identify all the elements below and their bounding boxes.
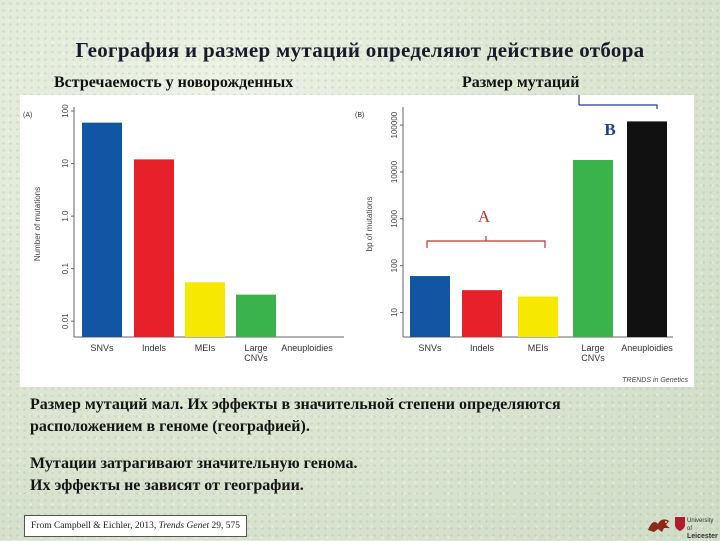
y-axis-label: bp of mutations xyxy=(365,197,374,252)
shield-icon xyxy=(675,517,685,531)
bar-charts: (A) 0.01 0.1 1.0 10 100 Number of mutations SNV… xyxy=(23,95,688,384)
subtitle-newborn-frequency: Встречаемость у новорожденных xyxy=(54,74,294,91)
paragraph-line: Мутации затрагивают значительную генома. xyxy=(30,455,358,472)
y-tick-label: 10 xyxy=(390,308,399,317)
bar-meis xyxy=(185,282,225,337)
subtitle-mutation-size: Размер мутаций xyxy=(462,74,580,91)
panel-label: (A) xyxy=(23,112,32,119)
paragraph-line: Их эффекты не зависят от географии. xyxy=(30,477,304,494)
logo-text-line: Leicester xyxy=(687,533,718,540)
bracket-b xyxy=(578,95,658,109)
bar-meis xyxy=(518,296,558,337)
citation-suffix: 29, 575 xyxy=(209,521,241,531)
bracket-a xyxy=(426,240,546,248)
y-tick-label: 100000 xyxy=(390,111,399,138)
y-tick-label: 10 xyxy=(61,159,70,168)
slide-title: География и размер мутаций определяют де… xyxy=(75,38,645,62)
y-tick-label: 1.0 xyxy=(61,210,70,222)
y-tick-label: 1000 xyxy=(390,209,399,227)
paragraph-large-mutations: Мутации затрагивают значительную генома.… xyxy=(30,453,710,497)
citation-box: From Campbell & Eichler, 2013, Trends Ge… xyxy=(24,515,248,537)
x-tick-label: CNVs xyxy=(244,353,268,363)
annotation-a: A xyxy=(478,207,491,226)
bar-snvs xyxy=(410,276,450,337)
paragraph-line: расположением в геноме (географией). xyxy=(30,418,310,435)
bar-large-cnvs xyxy=(573,159,613,337)
source-label: TRENDS in Genetics xyxy=(622,377,688,384)
university-logo: University of Leicester xyxy=(675,515,718,540)
figure-panel: (A) 0.01 0.1 1.0 10 100 Number of mutations SNV… xyxy=(20,95,694,387)
y-tick-label: 100 xyxy=(61,104,70,118)
x-tick-label: Indels xyxy=(142,343,167,353)
bar-indels xyxy=(134,159,174,337)
bar-indels xyxy=(462,290,502,337)
y-tick-label: 0.1 xyxy=(61,263,70,275)
citation-prefix: From Campbell & Eichler, 2013, xyxy=(31,521,159,531)
paragraph-line: Размер мутаций мал. Их эффекты в значите… xyxy=(30,396,561,413)
bar-aneuploidies xyxy=(627,121,667,337)
dragon-logo-icon xyxy=(648,519,670,532)
annotation-b: B xyxy=(604,120,615,139)
x-tick-label: Aneuploidies xyxy=(621,343,673,353)
x-tick-label: CNVs xyxy=(581,353,605,363)
y-tick-label: 10000 xyxy=(390,160,399,183)
x-tick-label: MEIs xyxy=(195,343,216,353)
x-tick-label: MEIs xyxy=(528,343,549,353)
x-tick-label: Aneuploidies xyxy=(281,343,333,353)
x-tick-label: Large xyxy=(581,343,604,353)
bar-large-cnvs xyxy=(236,294,276,337)
y-tick-label: 100 xyxy=(390,258,399,272)
paragraph-small-mutations: Размер мутаций мал. Их эффекты в значите… xyxy=(30,394,710,438)
y-tick-label: 0.01 xyxy=(61,313,70,329)
logo-text-line: University of xyxy=(687,518,714,532)
x-tick-label: SNVs xyxy=(90,343,114,353)
citation-journal: Trends Genet xyxy=(158,521,210,531)
panel-label: (B) xyxy=(355,112,364,119)
x-tick-label: SNVs xyxy=(418,343,442,353)
y-axis-label: Number of mutations xyxy=(33,187,42,261)
x-tick-label: Indels xyxy=(470,343,495,353)
bar-snvs xyxy=(82,122,122,337)
x-tick-label: Large xyxy=(244,343,267,353)
